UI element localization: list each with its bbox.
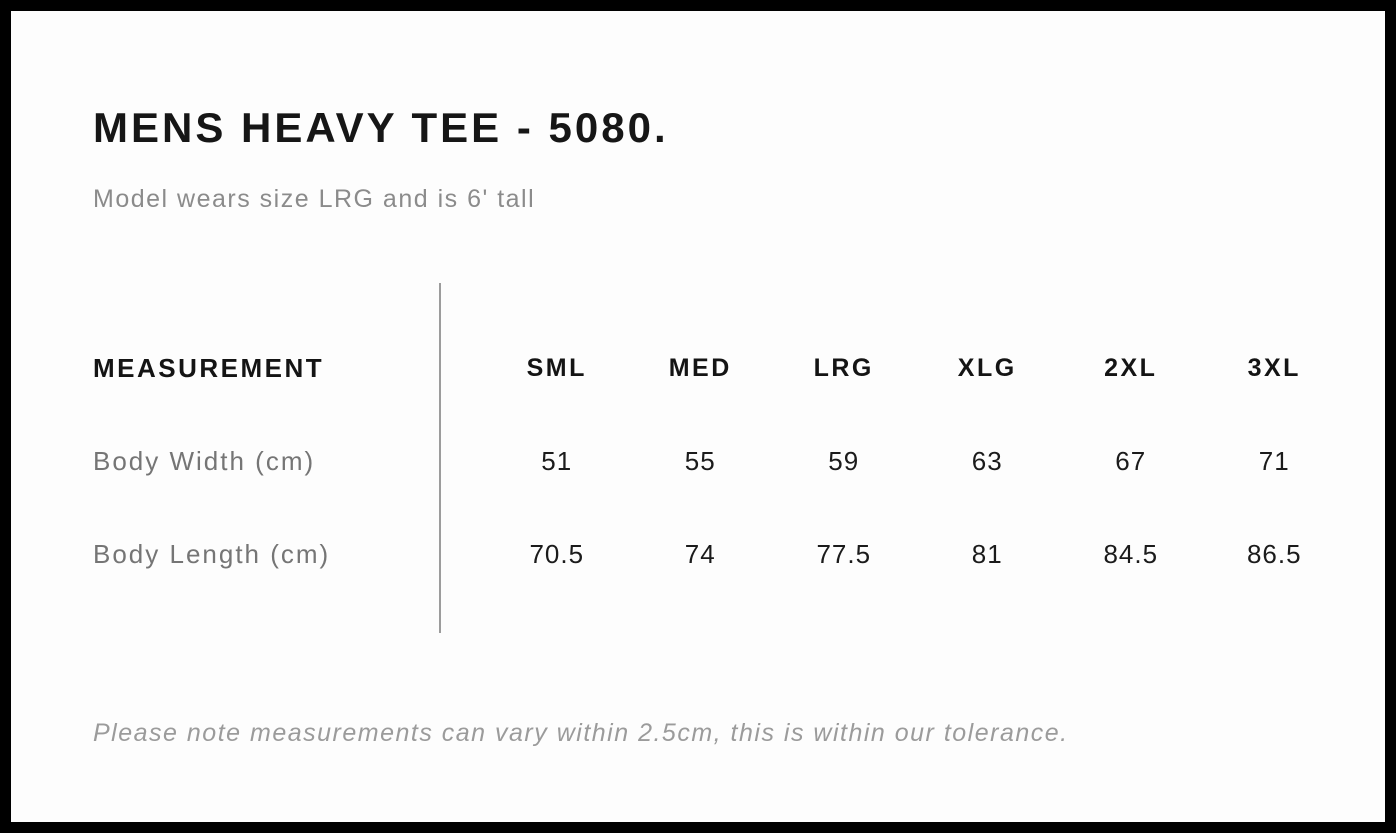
body-width-value-xlg: 63	[971, 446, 1003, 476]
body-length-value-2xl: 84.5	[1103, 539, 1159, 569]
row-label-body-width: Body Width (cm)	[93, 446, 316, 476]
column-divider	[439, 283, 441, 633]
size-header-cells: SML MED LRG XLG 2XL 3XL	[485, 354, 1346, 383]
size-column-header-xlg: XLG	[957, 354, 1017, 382]
body-length-cells: 70.5 74 77.5 81 84.5 86.5	[485, 539, 1346, 570]
table-header-row: MEASUREMENT SML MED LRG XLG 2XL 3XL	[93, 322, 1346, 415]
size-column-header-3xl: 3XL	[1247, 354, 1301, 382]
body-length-value-3xl: 86.5	[1246, 539, 1302, 569]
body-width-value-sml: 51	[541, 446, 573, 476]
body-width-value-lrg: 59	[828, 446, 860, 476]
size-column-header-lrg: LRG	[813, 354, 874, 382]
model-size-info: Model wears size LRG and is 6' tall	[93, 185, 536, 213]
size-column-header-2xl: 2XL	[1104, 354, 1158, 382]
table-row-body-length: Body Length (cm) 70.5 74 77.5 81 84.5 86…	[93, 508, 1346, 601]
body-width-value-2xl: 67	[1115, 446, 1147, 476]
size-guide-panel: MENS HEAVY TEE - 5080. Model wears size …	[11, 11, 1385, 822]
size-chart-table: MEASUREMENT SML MED LRG XLG 2XL 3XL Body…	[93, 283, 1346, 633]
product-title: MENS HEAVY TEE - 5080.	[93, 104, 669, 151]
body-length-value-lrg: 77.5	[816, 539, 872, 569]
body-width-cells: 51 55 59 63 67 71	[485, 446, 1346, 477]
size-column-header-med: MED	[668, 354, 732, 382]
size-column-header-sml: SML	[526, 354, 587, 382]
table-row-body-width: Body Width (cm) 51 55 59 63 67 71	[93, 415, 1346, 508]
body-width-value-med: 55	[684, 446, 716, 476]
measurement-column-header: MEASUREMENT	[93, 353, 325, 383]
body-length-value-sml: 70.5	[529, 539, 585, 569]
body-width-value-3xl: 71	[1258, 446, 1290, 476]
body-length-value-xlg: 81	[971, 539, 1003, 569]
body-length-value-med: 74	[684, 539, 716, 569]
row-label-body-length: Body Length (cm)	[93, 539, 331, 569]
tolerance-note: Please note measurements can vary within…	[93, 719, 1069, 747]
